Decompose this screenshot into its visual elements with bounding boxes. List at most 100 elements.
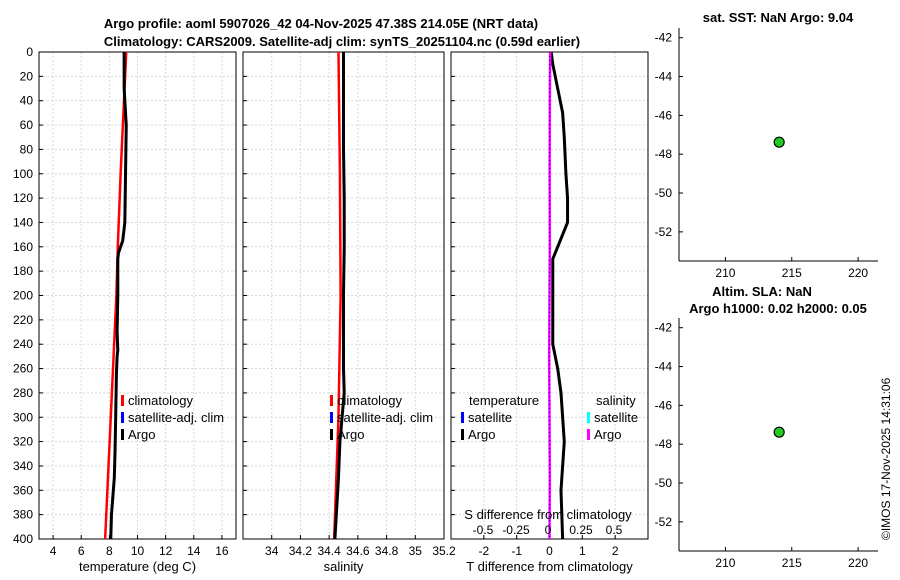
top-tick-label: -0.5 — [473, 523, 494, 537]
title-line-1: Argo profile: aoml 5907026_42 04-Nov-202… — [104, 16, 538, 31]
x-tick-label: 35 — [409, 544, 423, 558]
y-tick-label: 140 — [13, 215, 33, 229]
legend-temp-climatology-swatch — [121, 395, 124, 406]
x-axis-label-difference: T difference from climatology — [466, 559, 633, 574]
legend-temp-argo-label: Argo — [128, 427, 155, 442]
x-tick-label: 12 — [159, 544, 173, 558]
top-tick-label: 0.5 — [606, 523, 623, 537]
legend-sal-argo-label: Argo — [337, 427, 364, 442]
x-tick-label: 34.6 — [346, 544, 370, 558]
legend-temp-argo-swatch — [121, 429, 124, 440]
x-tick-label: 0 — [546, 544, 553, 558]
sst-title: sat. SST: NaN Argo: 9.04 — [703, 10, 854, 25]
y-tick-label: 380 — [13, 508, 33, 522]
x-tick-label: 10 — [131, 544, 145, 558]
legend-diff-sal-header: salinity — [596, 393, 636, 408]
legend-diff-temp-satellite-label: satellite — [468, 410, 512, 425]
sla-title-1: Altim. SLA: NaN — [712, 284, 812, 299]
map-y-tick-label: -48 — [655, 437, 673, 451]
top-tick-label: 0 — [545, 523, 552, 537]
y-tick-label: 300 — [13, 410, 33, 424]
title-line-2: Climatology: CARS2009. Satellite-adj cli… — [104, 34, 580, 49]
map-x-tick-label: 215 — [782, 556, 802, 570]
legend-diff-sal-argo-swatch — [587, 429, 590, 440]
top-axis-label: S difference from climatology — [464, 507, 632, 522]
map-y-tick-label: -42 — [655, 321, 673, 335]
x-tick-label: 2 — [612, 544, 619, 558]
map-y-tick-label: -50 — [655, 186, 673, 200]
series-line-s-argo — [547, 51, 552, 540]
y-tick-label: 200 — [13, 289, 33, 303]
legend-temp-satellite-swatch — [121, 412, 124, 423]
x-tick-label: 4 — [50, 544, 57, 558]
legend-temp-climatology-label: climatology — [128, 393, 194, 408]
legend-sal-argo-swatch — [330, 429, 333, 440]
x-tick-label: 14 — [187, 544, 201, 558]
x-tick-label: 6 — [78, 544, 85, 558]
legend-temp-satellite-label: satellite-adj. clim — [128, 410, 224, 425]
y-tick-label: 280 — [13, 386, 33, 400]
x-tick-label: 16 — [215, 544, 229, 558]
profile-location-marker — [773, 136, 785, 148]
map-y-tick-label: -52 — [655, 225, 673, 239]
y-tick-label: 100 — [13, 167, 33, 181]
series-line-argo — [333, 52, 346, 540]
map-x-tick-label: 210 — [715, 266, 735, 280]
y-tick-label: 80 — [20, 142, 34, 156]
legend-diff-temp-header: temperature — [469, 393, 539, 408]
y-tick-label: 340 — [13, 459, 33, 473]
series-line-t-argo — [549, 51, 570, 540]
map-y-tick-label: -42 — [655, 31, 673, 45]
legend-sal-satellite-label: satellite-adj. clim — [337, 410, 433, 425]
y-tick-label: 320 — [13, 435, 33, 449]
legend-diff-temp-satellite-swatch — [461, 412, 464, 423]
x-tick-label: -2 — [478, 544, 489, 558]
y-tick-label: 400 — [13, 532, 33, 546]
map-y-tick-label: -46 — [655, 398, 673, 412]
map-y-tick-label: -44 — [655, 360, 673, 374]
series-line-climatology — [332, 51, 342, 540]
sla-title-2: Argo h1000: 0.02 h2000: 0.05 — [689, 301, 867, 316]
y-tick-label: 160 — [13, 240, 33, 254]
x-tick-label: 8 — [106, 544, 113, 558]
map-y-tick-label: -46 — [655, 108, 673, 122]
legend-diff-sal-satellite-swatch — [587, 412, 590, 423]
map-x-tick-label: 220 — [848, 266, 868, 280]
x-tick-label: 1 — [579, 544, 586, 558]
map-x-tick-label: 210 — [715, 556, 735, 570]
map-x-tick-label: 220 — [848, 556, 868, 570]
legend-diff-temp-argo-label: Argo — [468, 427, 495, 442]
x-tick-label: 34.4 — [317, 544, 341, 558]
legend-sal-climatology-swatch — [330, 395, 333, 406]
y-tick-label: 180 — [13, 264, 33, 278]
y-tick-label: 220 — [13, 313, 33, 327]
x-tick-label: 34.2 — [289, 544, 313, 558]
top-tick-label: -0.25 — [502, 523, 530, 537]
x-tick-label: 34.8 — [375, 544, 399, 558]
map-y-tick-label: -48 — [655, 147, 673, 161]
legend-diff-temp-argo-swatch — [461, 429, 464, 440]
y-tick-label: 20 — [20, 69, 34, 83]
y-tick-label: 60 — [20, 118, 34, 132]
timestamp: ©IMOS 17-Nov-2025 14:31:06 — [879, 377, 893, 540]
map-x-tick-label: 215 — [782, 266, 802, 280]
x-axis-label-temperature: temperature (deg C) — [79, 559, 196, 574]
y-tick-label: 360 — [13, 483, 33, 497]
y-tick-label: 120 — [13, 191, 33, 205]
x-tick-label: -1 — [511, 544, 522, 558]
x-tick-label: 34 — [265, 544, 279, 558]
series-line-argo — [109, 52, 128, 540]
y-tick-label: 260 — [13, 362, 33, 376]
y-tick-label: 240 — [13, 337, 33, 351]
map-y-tick-label: -52 — [655, 515, 673, 529]
legend-sal-climatology-label: climatology — [337, 393, 403, 408]
profile-location-marker — [773, 426, 785, 438]
x-tick-label: 35.2 — [432, 544, 456, 558]
map-y-tick-label: -50 — [655, 476, 673, 490]
y-tick-label: 40 — [20, 94, 34, 108]
legend-diff-sal-argo-label: Argo — [594, 427, 621, 442]
legend-diff-sal-satellite-label: satellite — [594, 410, 638, 425]
top-tick-label: 0.25 — [569, 523, 593, 537]
